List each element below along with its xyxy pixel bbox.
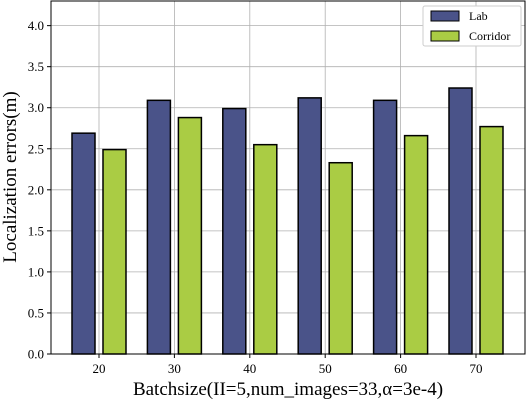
- y-tick-label: 2.0: [28, 182, 44, 197]
- y-axis-ticks: 0.0 0.5 1.0 1.5 2.0 2.5 3.0 3.5 4.0: [28, 18, 51, 362]
- legend: Lab Corridor: [422, 5, 522, 47]
- bar-corridor-70: [479, 125, 504, 355]
- bar-lab-20: [71, 132, 96, 355]
- bar-lab-60: [372, 99, 398, 355]
- bar-corridor-50: [328, 161, 353, 355]
- bar-lab-30: [146, 99, 172, 355]
- y-tick-label: 4.0: [28, 18, 44, 33]
- bar-corridor-20: [102, 148, 127, 355]
- bar-lab-70: [448, 87, 473, 355]
- x-tick-label: 60: [394, 361, 407, 376]
- y-tick-label: 3.0: [28, 100, 44, 115]
- x-tick-label: 30: [168, 361, 181, 376]
- bar-lab-40: [222, 107, 247, 355]
- y-tick-label: 1.5: [28, 223, 44, 238]
- y-tick-label: 0.0: [28, 347, 44, 362]
- grid-lines: [51, 1, 525, 355]
- bars: [71, 87, 504, 355]
- legend-label-lab: Lab: [469, 9, 488, 23]
- y-tick-label: 1.0: [28, 264, 44, 279]
- legend-swatch-lab: [430, 10, 460, 22]
- x-tick-label: 40: [243, 361, 256, 376]
- legend-swatch-corridor: [430, 30, 460, 42]
- x-tick-label: 50: [319, 361, 332, 376]
- y-tick-label: 3.5: [28, 59, 44, 74]
- y-axis-title: Localization errors(m): [0, 91, 21, 262]
- x-tick-label: 20: [93, 361, 106, 376]
- plot-frame: [50, 0, 526, 355]
- bar-corridor-30: [177, 116, 203, 355]
- x-axis-ticks: 20 30 40 50 60 70: [93, 354, 483, 376]
- y-tick-label: 0.5: [28, 305, 44, 320]
- x-tick-label: 70: [470, 361, 483, 376]
- bar-lab-50: [297, 97, 322, 355]
- legend-label-corridor: Corridor: [469, 29, 510, 43]
- bar-corridor-60: [403, 134, 429, 355]
- y-tick-label: 2.5: [28, 141, 44, 156]
- bar-corridor-40: [253, 143, 278, 355]
- x-axis-title: Batchsize(II=5,num_images=33,α=3e-4): [133, 379, 443, 400]
